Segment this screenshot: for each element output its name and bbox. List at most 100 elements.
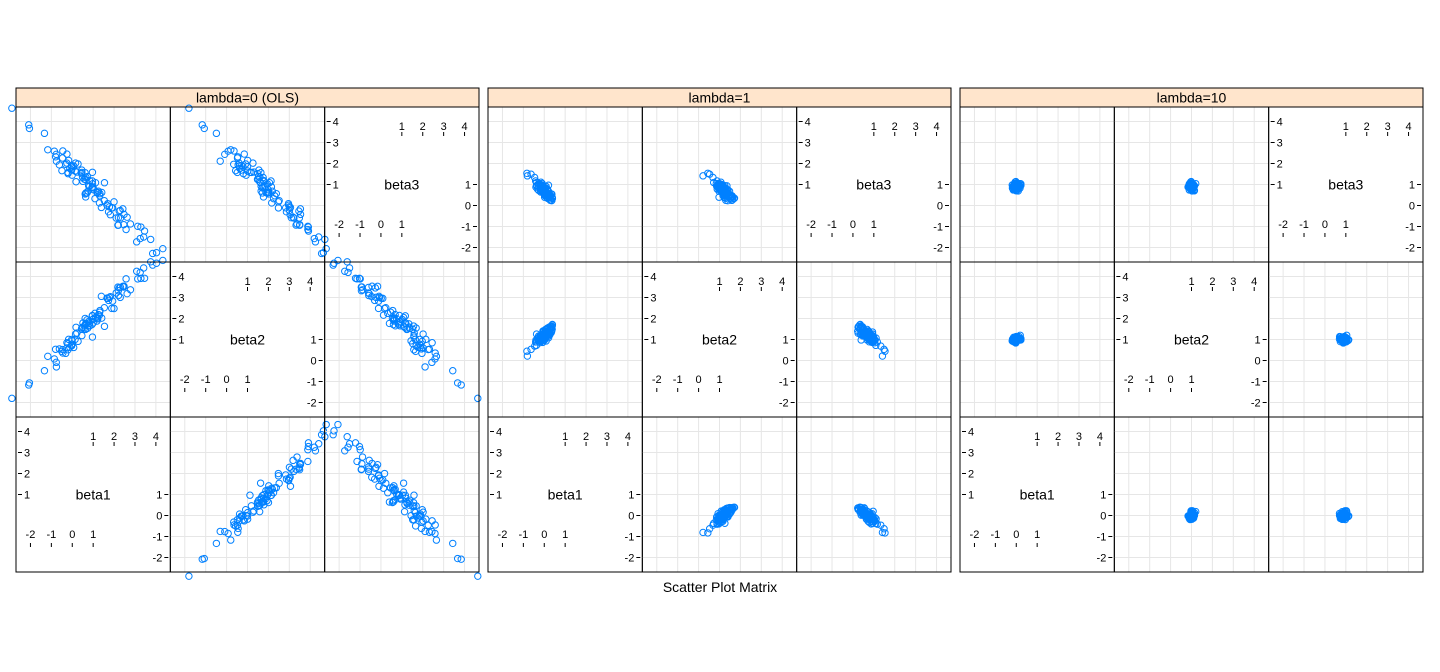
diag-tick-label: 1 xyxy=(562,431,568,443)
scatter-point xyxy=(878,352,887,360)
scatter-point xyxy=(723,509,731,517)
diag-tick-label: 1 xyxy=(311,335,317,347)
diag-tick-label: 4 xyxy=(968,427,974,439)
scatter-point xyxy=(375,474,384,482)
scatter-point xyxy=(50,147,59,155)
scatter-point xyxy=(152,259,161,267)
scatter-point xyxy=(545,330,553,339)
scatter-point xyxy=(304,223,313,231)
cell-r1-c1: beta2 1 1 2 2 3 3 4 4 -2 -2 -1 -1 0 0 1 1 xyxy=(169,261,326,418)
scatter-point xyxy=(74,337,82,346)
diag-tick-label: 0 xyxy=(311,356,317,368)
scatter-point xyxy=(234,528,242,536)
scatter-point xyxy=(134,275,142,283)
scatter-point xyxy=(351,274,360,282)
scatter-point xyxy=(114,221,122,229)
scatter-point xyxy=(410,491,418,499)
diag-tick-label: 0 xyxy=(1100,511,1106,523)
scatter-point xyxy=(185,104,193,112)
variable-label: beta1 xyxy=(1020,487,1055,503)
scatter-point xyxy=(74,160,82,168)
scatter-point xyxy=(88,311,97,320)
scatter-point xyxy=(343,433,351,441)
cell-r1-c0 xyxy=(487,261,643,418)
scatter-point xyxy=(431,355,439,363)
scatter-point xyxy=(239,516,248,524)
scatter-point xyxy=(44,352,52,361)
scatter-point xyxy=(100,303,109,312)
scatter-point xyxy=(258,189,267,197)
cell-r2-c2 xyxy=(317,416,482,580)
scatter-point xyxy=(356,446,364,454)
cell-r1-c2 xyxy=(317,249,482,418)
scatter-point xyxy=(357,465,365,474)
scatter-point xyxy=(730,503,739,512)
cell-r2-c2 xyxy=(1268,416,1424,573)
diag-tick-label: 1 xyxy=(90,431,96,443)
diag-tick-label: 1 xyxy=(716,276,722,288)
cell-r2-c1 xyxy=(641,416,798,573)
scatter-point xyxy=(344,443,352,451)
scatter-point xyxy=(1010,180,1018,189)
diag-tick-label: -1 xyxy=(518,529,528,541)
scatter-point xyxy=(281,471,290,479)
scatter-point xyxy=(304,457,312,466)
scatter-point xyxy=(541,328,549,336)
scatter-point xyxy=(431,349,439,357)
scatter-point xyxy=(1188,183,1196,192)
scatter-point xyxy=(58,345,67,354)
scatter-point xyxy=(379,311,388,319)
diag-tick-label: 1 xyxy=(156,490,162,502)
scatter-point xyxy=(408,339,417,348)
scatter-point xyxy=(432,536,441,544)
scatter-point xyxy=(382,303,390,312)
diag-tick-label: 1 xyxy=(1343,121,1349,133)
scatter-point xyxy=(285,463,294,471)
diag-tick-label: 2 xyxy=(1055,431,1061,443)
cell-r0-c1 xyxy=(641,106,798,263)
cell-r0-c0 xyxy=(487,106,643,263)
scatter-point xyxy=(417,345,426,353)
cell-r2-c0: beta1 1 1 2 2 3 3 4 4 -2 -2 -1 -1 0 0 1 1 xyxy=(959,416,1115,573)
scatter-point xyxy=(1187,510,1196,518)
diag-tick-label: 1 xyxy=(937,180,943,192)
diag-tick-label: 1 xyxy=(1100,490,1106,502)
scatter-point xyxy=(296,205,305,213)
scatter-point xyxy=(317,249,326,258)
scatter-point xyxy=(722,511,731,519)
scatter-point xyxy=(212,129,221,138)
diag-tick-label: 2 xyxy=(178,314,184,326)
scatter-point xyxy=(364,289,373,297)
diag-tick-label: 2 xyxy=(1364,121,1370,133)
scatter-point xyxy=(400,507,409,516)
scatter-point xyxy=(382,479,390,487)
scatter-point xyxy=(1010,183,1018,192)
scatter-point xyxy=(137,274,145,283)
scatter-point xyxy=(63,150,71,158)
panel-border xyxy=(487,106,952,573)
scatter-point xyxy=(241,505,250,514)
scatter-point xyxy=(281,204,290,212)
scatter-point xyxy=(243,156,252,165)
scatter-point xyxy=(85,176,94,185)
scatter-point xyxy=(69,162,78,170)
scatter-point xyxy=(216,157,224,165)
diag-tick-label: 0 xyxy=(224,374,230,386)
diag-tick-label: 0 xyxy=(69,529,75,541)
scatter-point xyxy=(100,179,109,187)
scatter-point xyxy=(267,491,276,500)
diag-tick-label: 1 xyxy=(90,529,96,541)
scatter-point xyxy=(8,394,16,403)
scatter-point xyxy=(247,502,256,510)
diag-tick-label: -2 xyxy=(806,219,816,231)
diag-tick-label: -2 xyxy=(1251,398,1261,410)
diag-tick-label: 0 xyxy=(1168,374,1174,386)
scatter-point xyxy=(334,420,342,429)
diag-tick-label: -2 xyxy=(625,553,635,565)
diag-tick-label: -1 xyxy=(46,529,56,541)
scatter-point xyxy=(548,194,557,202)
diag-tick-label: 1 xyxy=(1188,374,1194,386)
diag-tick-label: 1 xyxy=(333,180,339,192)
scatter-point xyxy=(541,188,549,197)
